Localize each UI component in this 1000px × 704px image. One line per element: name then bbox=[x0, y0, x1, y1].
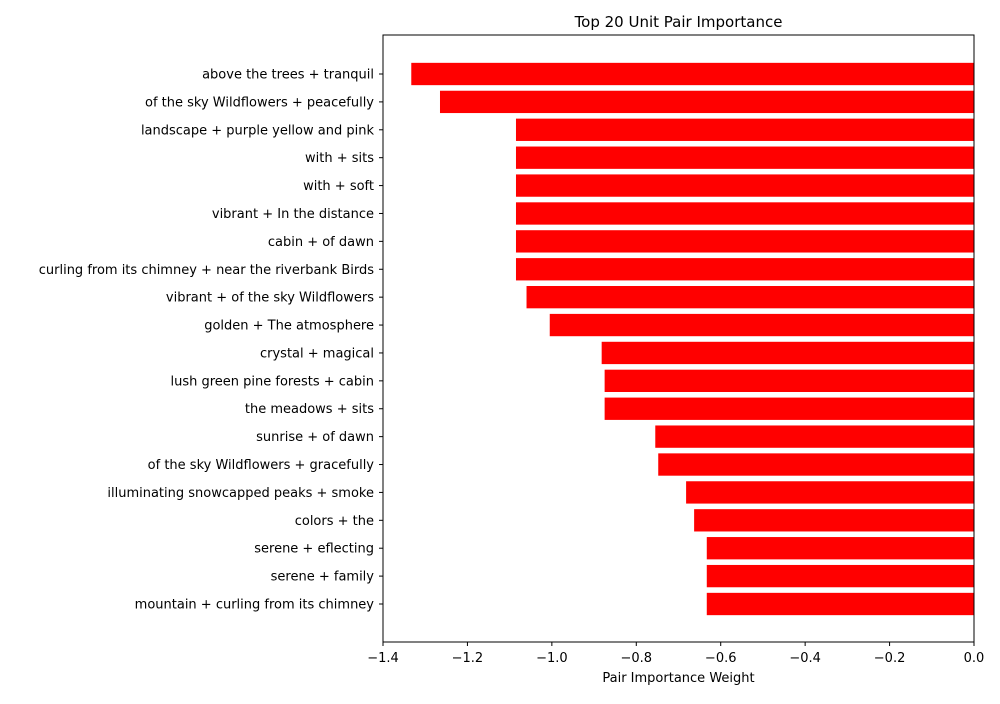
plot-frame bbox=[382, 34, 975, 643]
y-tick-label: curling from its chimney + near the rive… bbox=[39, 263, 374, 278]
bar bbox=[686, 481, 974, 504]
bar bbox=[515, 118, 974, 141]
x-tick-label: −0.8 bbox=[620, 651, 652, 666]
bar bbox=[706, 537, 974, 560]
x-tick-label: −0.2 bbox=[874, 651, 906, 666]
y-tick-label: vibrant + In the distance bbox=[212, 207, 374, 222]
x-tick-label: −0.6 bbox=[705, 651, 737, 666]
y-tick-label: illuminating snowcapped peaks + smoke bbox=[107, 486, 374, 501]
y-tick-label: of the sky Wildflowers + gracefully bbox=[148, 458, 375, 473]
y-tick-label: crystal + magical bbox=[260, 346, 374, 361]
bar bbox=[439, 90, 974, 114]
axis-layer: above the trees + tranquil of the sky Wil… bbox=[39, 34, 985, 666]
bar bbox=[658, 453, 974, 476]
bar bbox=[411, 62, 974, 86]
bar bbox=[601, 341, 974, 365]
y-tick-label: landscape + purple yellow and pink bbox=[141, 123, 375, 138]
bars-layer bbox=[411, 62, 975, 616]
y-tick-label: lush green pine forests + cabin bbox=[170, 374, 374, 389]
bar bbox=[515, 146, 974, 169]
bar bbox=[604, 397, 975, 420]
y-tick-label: the meadows + sits bbox=[245, 402, 374, 417]
bar bbox=[706, 592, 974, 616]
y-tick-label: cabin + of dawn bbox=[268, 235, 374, 250]
bar bbox=[706, 564, 974, 588]
x-tick-label: −1.4 bbox=[367, 651, 399, 666]
bar bbox=[604, 369, 975, 392]
y-tick-label: serene + family bbox=[271, 570, 375, 585]
x-tick-label: −1.0 bbox=[536, 651, 568, 666]
x-tick-label: 0.0 bbox=[964, 651, 985, 666]
bar bbox=[694, 509, 974, 532]
y-tick-label: golden + The atmosphere bbox=[204, 319, 374, 334]
y-tick-label: above the trees + tranquil bbox=[202, 68, 374, 83]
y-tick-label: colors + the bbox=[295, 514, 374, 529]
y-tick-label: of the sky Wildflowers + peacefully bbox=[145, 95, 374, 110]
bar bbox=[526, 286, 974, 309]
bar bbox=[515, 230, 974, 253]
y-tick-label: with + soft bbox=[303, 179, 374, 194]
bar bbox=[515, 174, 974, 197]
y-tick-label: vibrant + of the sky Wildflowers bbox=[166, 291, 374, 306]
chart-title: Top 20 Unit Pair Importance bbox=[574, 13, 783, 31]
x-axis-label: Pair Importance Weight bbox=[602, 671, 754, 686]
x-tick-label: −1.2 bbox=[452, 651, 484, 666]
x-tick-label: −0.4 bbox=[789, 651, 821, 666]
y-tick-label: with + sits bbox=[305, 151, 374, 166]
y-tick-label: mountain + curling from its chimney bbox=[135, 598, 375, 613]
bar bbox=[515, 258, 974, 281]
bar bbox=[549, 313, 974, 337]
bar bbox=[515, 202, 974, 225]
y-tick-label: sunrise + of dawn bbox=[256, 430, 374, 445]
y-tick-label: serene + eflecting bbox=[254, 542, 374, 557]
bar bbox=[655, 425, 974, 448]
